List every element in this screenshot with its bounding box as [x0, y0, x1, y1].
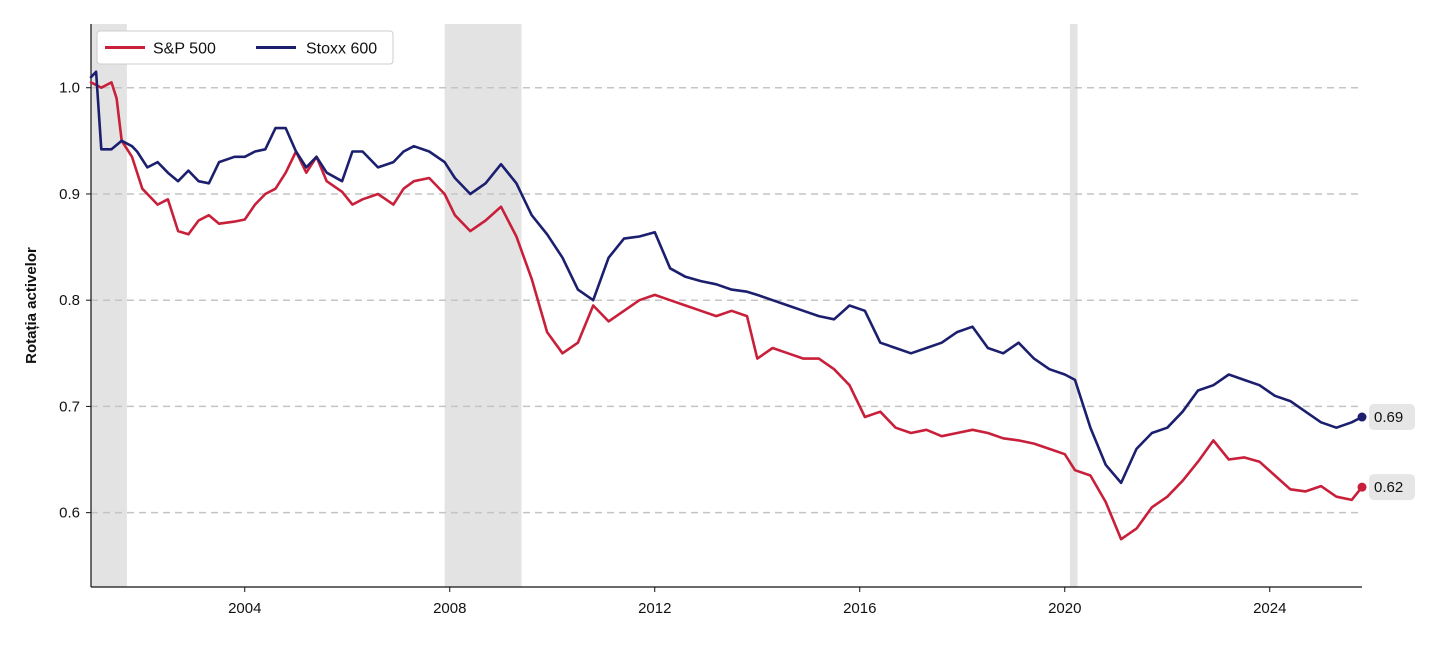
ticks: 0.6 0.7 0.8 0.9 1.0 2004 2008 2012 2016 2020 2024 — [59, 80, 1286, 617]
series-lines — [89, 70, 1367, 541]
end-label-0: 0.62 — [1374, 479, 1403, 496]
x-tick-label: 2004 — [228, 600, 261, 617]
end-labels: 0.62 0.69 — [1369, 404, 1415, 501]
y-tick-label: 0.7 — [59, 398, 80, 415]
x-tick-label: 2012 — [638, 600, 671, 617]
recession-shading — [91, 24, 1078, 587]
recession-band-2 — [1069, 24, 1078, 587]
end-label-box-0 — [1369, 474, 1415, 501]
y-tick-label: 1.0 — [59, 80, 80, 97]
x-tick-label: 2016 — [843, 600, 876, 617]
end-label-box-1 — [1369, 404, 1415, 431]
y-tick-label: 0.9 — [59, 186, 80, 203]
recession-band-0 — [91, 24, 127, 587]
y-tick-label: 0.6 — [59, 505, 80, 522]
series-line-1 — [89, 70, 1364, 485]
legend-label-sp500: S&P 500 — [153, 41, 216, 58]
legend-box — [96, 30, 394, 65]
legend: S&P 500 Stoxx 600 — [96, 30, 394, 65]
gridlines — [91, 86, 1362, 514]
series-end-point-0 — [1357, 482, 1367, 492]
end-label-1: 0.69 — [1374, 409, 1403, 426]
series-line-0 — [89, 81, 1364, 541]
series-end-point-1 — [1357, 412, 1367, 422]
axes — [90, 24, 1362, 588]
recession-band-1 — [444, 24, 522, 587]
legend-label-stoxx600: Stoxx 600 — [306, 41, 377, 58]
y-tick-label: 0.8 — [59, 292, 80, 309]
x-tick-label: 2024 — [1253, 600, 1286, 617]
y-axis-label: Rotația activelor — [23, 247, 40, 364]
x-tick-label: 2020 — [1048, 600, 1081, 617]
x-tick-label: 2008 — [433, 600, 466, 617]
